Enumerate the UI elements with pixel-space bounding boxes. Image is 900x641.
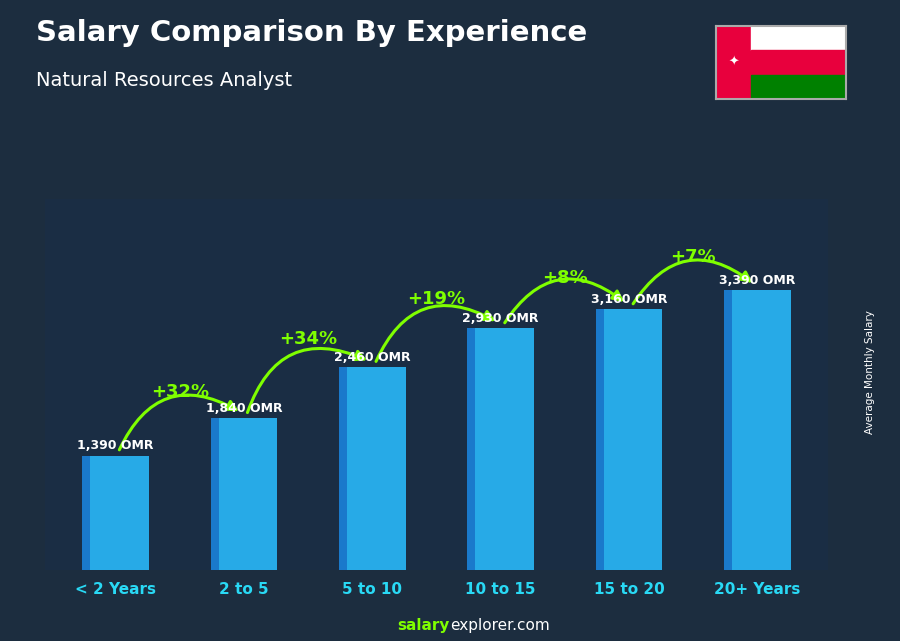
Text: +34%: +34% [279, 330, 338, 348]
Text: +32%: +32% [150, 383, 209, 401]
Bar [467, 328, 534, 570]
Bar [339, 367, 406, 570]
Bar [724, 290, 732, 570]
Bar [596, 310, 662, 570]
Bar [339, 367, 347, 570]
Bar [752, 50, 846, 75]
Text: +8%: +8% [542, 269, 588, 287]
Bar [752, 26, 846, 50]
Text: +7%: +7% [670, 248, 716, 267]
Text: Salary Comparison By Experience: Salary Comparison By Experience [36, 19, 587, 47]
Text: +19%: +19% [408, 290, 465, 308]
Bar [211, 419, 219, 570]
Bar [82, 456, 90, 570]
Text: 2,930 OMR: 2,930 OMR [463, 312, 539, 325]
Text: explorer.com: explorer.com [450, 619, 550, 633]
Text: Natural Resources Analyst: Natural Resources Analyst [36, 71, 292, 90]
Bar [82, 456, 149, 570]
Bar [752, 75, 846, 99]
Text: 3,390 OMR: 3,390 OMR [719, 274, 796, 287]
Text: Average Monthly Salary: Average Monthly Salary [865, 310, 875, 434]
Text: 1,390 OMR: 1,390 OMR [77, 439, 154, 453]
Text: salary: salary [398, 619, 450, 633]
Bar [467, 328, 475, 570]
Text: ✦: ✦ [728, 56, 739, 69]
Text: 2,460 OMR: 2,460 OMR [334, 351, 410, 364]
Bar [211, 419, 277, 570]
Bar [596, 310, 604, 570]
Text: 1,840 OMR: 1,840 OMR [205, 402, 283, 415]
Text: 3,160 OMR: 3,160 OMR [590, 293, 667, 306]
Bar [724, 290, 791, 570]
